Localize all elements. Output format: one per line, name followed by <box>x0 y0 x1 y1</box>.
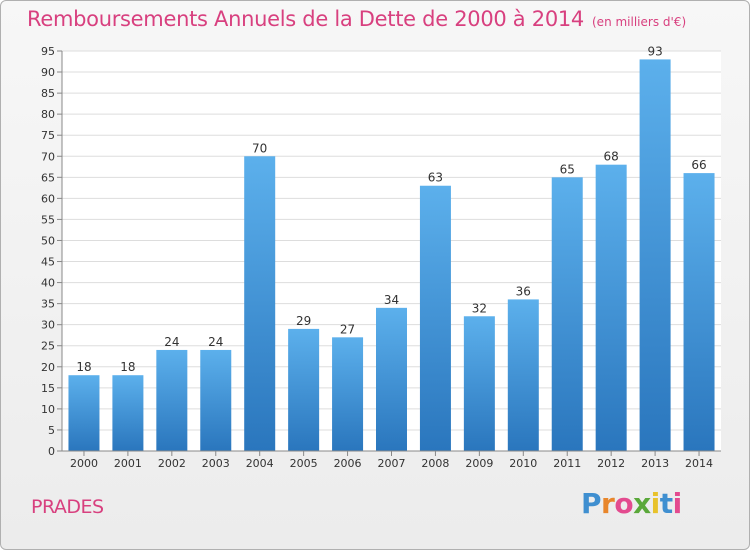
logo-letter: x <box>633 487 651 520</box>
y-tick-label: 80 <box>41 108 55 121</box>
data-label: 63 <box>428 171 443 185</box>
x-tick-label: 2002 <box>158 457 186 470</box>
y-tick-label: 90 <box>41 66 55 79</box>
logo-letter: P <box>581 487 602 520</box>
y-tick-label: 15 <box>41 382 55 395</box>
y-tick-label: 45 <box>41 256 55 269</box>
data-label: 66 <box>691 158 706 172</box>
x-tick-label: 2001 <box>114 457 142 470</box>
chart-title: Remboursements Annuels de la Dette de 20… <box>27 7 686 31</box>
y-tick-label: 35 <box>41 298 55 311</box>
bar <box>376 307 407 451</box>
x-tick-label: 2012 <box>597 457 625 470</box>
data-label: 34 <box>384 293 399 307</box>
bar <box>507 299 539 451</box>
data-label: 24 <box>208 335 223 349</box>
y-tick-label: 60 <box>41 192 55 205</box>
data-label: 36 <box>516 284 531 298</box>
bar <box>200 349 232 451</box>
x-tick-label: 2000 <box>70 457 98 470</box>
data-label: 18 <box>76 360 91 374</box>
x-tick-label: 2013 <box>641 457 669 470</box>
logo-letter: r <box>601 487 615 520</box>
bar <box>595 164 627 451</box>
commune-name: PRADES <box>31 496 104 518</box>
y-tick-label: 65 <box>41 171 55 184</box>
logo-letter: i <box>650 487 661 520</box>
x-tick-label: 2003 <box>202 457 230 470</box>
bar <box>639 59 671 451</box>
x-tick-label: 2005 <box>290 457 318 470</box>
logo-letter: o <box>614 487 634 520</box>
data-label: 27 <box>340 322 355 336</box>
x-tick-label: 2006 <box>334 457 362 470</box>
bar <box>551 177 583 451</box>
y-tick-label: 10 <box>41 403 55 416</box>
y-tick-label: 75 <box>41 129 55 142</box>
bar <box>112 375 144 451</box>
y-tick-label: 70 <box>41 150 55 163</box>
data-label: 93 <box>647 44 662 58</box>
y-tick-label: 0 <box>48 445 55 458</box>
chart-title-text: Remboursements Annuels de la Dette de 20… <box>27 7 584 31</box>
bar <box>683 173 715 451</box>
data-label: 24 <box>164 335 179 349</box>
y-tick-label: 20 <box>41 361 55 374</box>
data-label: 18 <box>120 360 135 374</box>
x-tick-label: 2007 <box>378 457 406 470</box>
bar <box>419 185 451 451</box>
x-tick-label: 2010 <box>509 457 537 470</box>
y-tick-label: 40 <box>41 277 55 290</box>
y-tick-label: 30 <box>41 319 55 332</box>
chart-subtitle: (en milliers d'€) <box>592 15 687 29</box>
x-tick-label: 2004 <box>246 457 274 470</box>
bar <box>68 375 100 451</box>
bar <box>288 328 320 451</box>
bar <box>244 156 276 451</box>
bar <box>332 337 364 451</box>
data-label: 32 <box>472 301 487 315</box>
logo-letter: i <box>672 487 683 520</box>
x-tick-label: 2011 <box>553 457 581 470</box>
x-tick-label: 2008 <box>421 457 449 470</box>
data-label: 65 <box>560 162 575 176</box>
data-label: 68 <box>604 150 619 164</box>
bar <box>156 349 188 451</box>
y-tick-label: 95 <box>41 45 55 58</box>
y-tick-label: 55 <box>41 213 55 226</box>
data-label: 70 <box>252 141 267 155</box>
y-tick-label: 5 <box>48 424 55 437</box>
y-tick-label: 85 <box>41 87 55 100</box>
y-tick-label: 50 <box>41 234 55 247</box>
x-tick-label: 2014 <box>685 457 713 470</box>
bar <box>463 316 495 451</box>
logo-letter: t <box>659 487 673 520</box>
x-tick-label: 2009 <box>465 457 493 470</box>
proxiti-logo: Proxiti <box>581 487 682 520</box>
data-label: 29 <box>296 314 311 328</box>
y-tick-label: 25 <box>41 340 55 353</box>
